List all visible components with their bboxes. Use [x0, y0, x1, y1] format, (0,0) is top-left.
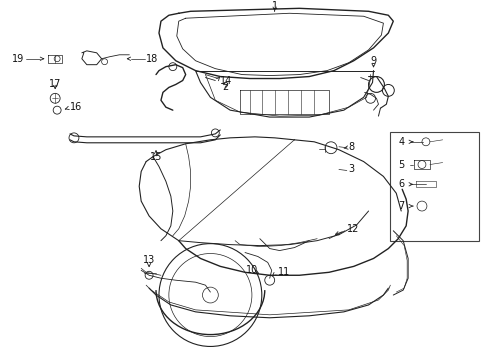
Text: 3: 3	[348, 165, 354, 175]
Text: 11: 11	[277, 267, 289, 277]
Text: 13: 13	[142, 256, 155, 265]
Text: 6: 6	[397, 179, 404, 189]
Text: 10: 10	[245, 265, 257, 275]
Text: 16: 16	[70, 102, 82, 112]
Text: 15: 15	[149, 152, 162, 162]
Text: 4: 4	[397, 137, 404, 147]
Bar	[389, 132, 478, 241]
Text: 19: 19	[12, 54, 24, 64]
Text: 7: 7	[397, 201, 404, 211]
Text: 8: 8	[348, 142, 354, 152]
Text: 12: 12	[346, 224, 359, 234]
Text: 18: 18	[146, 54, 158, 64]
Text: 5: 5	[397, 159, 404, 170]
Text: 17: 17	[49, 80, 61, 89]
Text: 2: 2	[222, 82, 228, 93]
Text: 1: 1	[271, 1, 277, 12]
Text: 14: 14	[220, 76, 232, 86]
Text: 9: 9	[370, 56, 376, 66]
